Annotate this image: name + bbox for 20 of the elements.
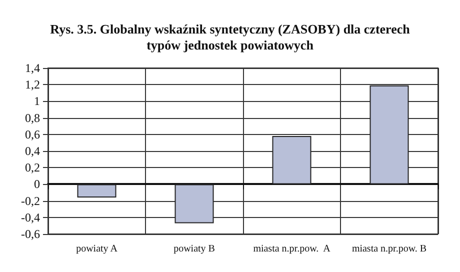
y-tick-label: 1 bbox=[34, 94, 40, 108]
x-tick-label: powiaty A bbox=[76, 244, 118, 254]
y-tick-label: 1,4 bbox=[25, 61, 40, 75]
y-tick-label: 0,6 bbox=[25, 127, 40, 142]
x-tick-label: miasta n.pr.pow. B bbox=[352, 244, 427, 254]
chart-title: Rys. 3.5. Globalny wskaźnik syntetyczny (ZASOBY) dla czterech typów jednostek powiatowych bbox=[50, 22, 411, 52]
x-tick-label: miasta n.pr.pow. A bbox=[253, 244, 332, 254]
y-tick-label: 0 bbox=[34, 177, 40, 192]
y-tick-label: 1,2 bbox=[25, 78, 40, 92]
bar bbox=[272, 136, 312, 184]
y-tick-label: -0,4 bbox=[21, 210, 40, 224]
bar bbox=[370, 85, 409, 184]
y-tick-label: 0,2 bbox=[25, 160, 40, 175]
x-tick-label: powiaty B bbox=[174, 244, 216, 254]
bar bbox=[77, 184, 116, 198]
y-tick-label: -0,2 bbox=[21, 194, 40, 208]
y-tick-label: -0,6 bbox=[21, 227, 40, 241]
bar bbox=[174, 184, 214, 224]
y-tick-label: 0,4 bbox=[25, 144, 40, 158]
y-tick-label: 0,8 bbox=[25, 110, 40, 125]
